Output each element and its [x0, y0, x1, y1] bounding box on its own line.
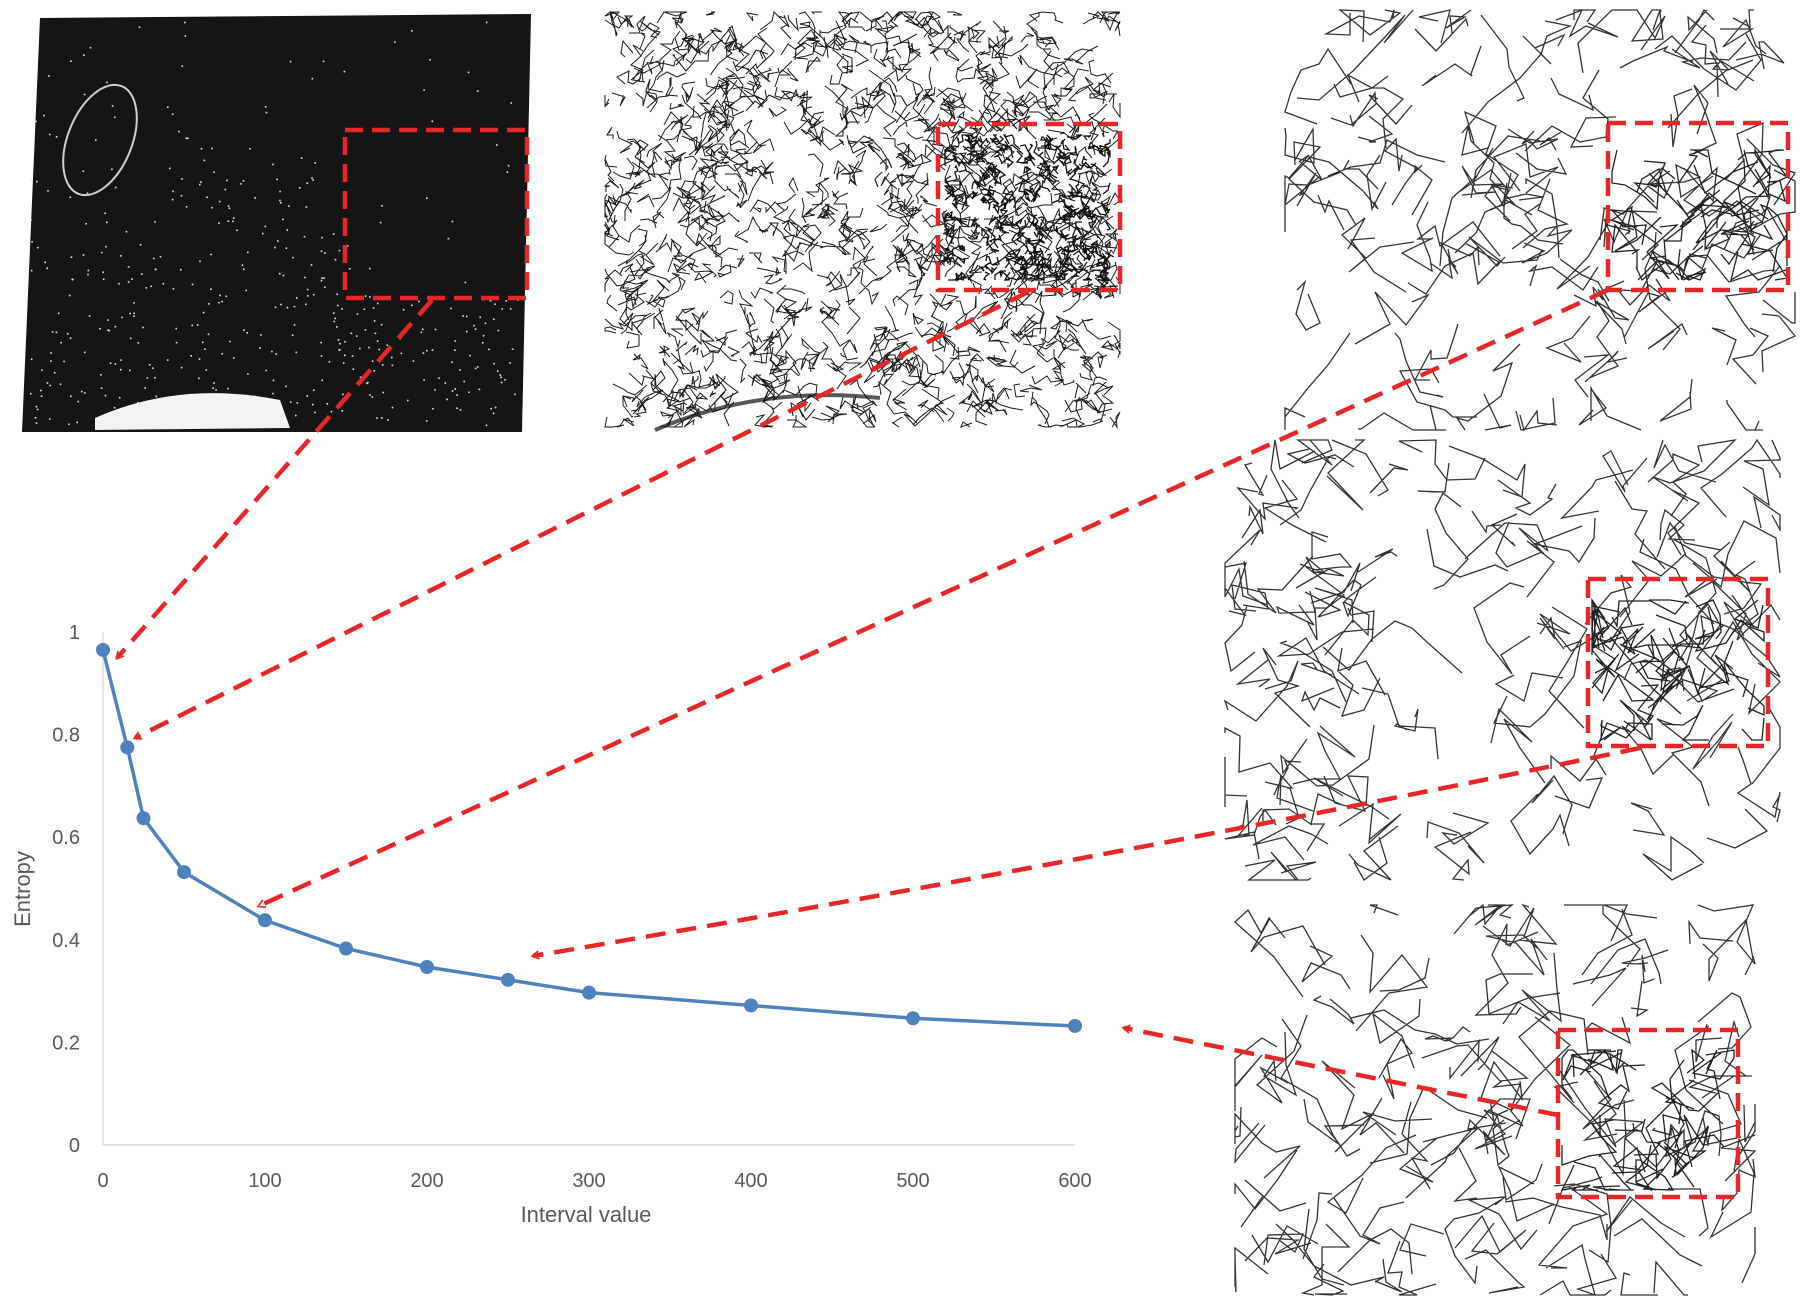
highlight-box-4	[1585, 576, 1771, 749]
entropy-line-chart: 0 0.2 0.4 0.6 0.8 1 0 100 200 300 400 500 600 Inter…	[10, 622, 1092, 1227]
lamp-outline	[62, 83, 138, 197]
data-point	[744, 998, 758, 1013]
data-point	[120, 740, 135, 755]
x-tick-label: 400	[734, 1170, 767, 1192]
sparse-trajectory-panel-1	[1284, 8, 1797, 432]
data-point	[501, 972, 515, 987]
y-tick-label: 0.6	[52, 827, 80, 849]
entropy-series-line	[101, 649, 1076, 1028]
highlight-box-1	[342, 127, 530, 301]
y-tick-label: 1	[69, 622, 80, 644]
data-point	[1068, 1018, 1082, 1033]
sparse-trajectory-panel-3	[1234, 903, 1757, 1297]
arrow-dense-to-point	[115, 298, 434, 660]
x-tick-label: 500	[896, 1170, 929, 1192]
x-tick-label: 100	[248, 1170, 281, 1192]
x-axis-label: Interval value	[521, 1202, 652, 1227]
dense-point-cloud-panel	[22, 14, 531, 432]
trajectory-texture	[603, 11, 1121, 429]
data-point	[258, 913, 272, 928]
x-tick-label: 600	[1058, 1170, 1091, 1192]
data-point	[177, 865, 191, 880]
y-tick-label: 0.2	[52, 1032, 80, 1054]
data-point	[339, 941, 353, 956]
sparse-trajectory-panel-2	[1223, 438, 1781, 881]
arrow-sparse3-to-point	[1121, 1024, 1559, 1118]
highlight-box-2	[935, 121, 1123, 293]
y-axis-label: Entropy	[10, 851, 35, 927]
trajectory-texture	[1284, 8, 1797, 432]
data-point	[136, 811, 151, 826]
x-tick-label: 200	[410, 1170, 443, 1192]
data-point	[906, 1011, 920, 1026]
y-tick-label: 0	[69, 1135, 80, 1157]
y-tick-label: 0.4	[52, 930, 80, 952]
trajectory-texture	[1223, 438, 1781, 881]
annotation-arrows	[115, 287, 1641, 1118]
x-tick-labels: 0 100 200 300 400 500 600	[97, 1170, 1091, 1192]
wheel-arch	[95, 393, 290, 430]
x-tick-label: 0	[97, 1170, 108, 1192]
highlight-box-3	[1605, 120, 1791, 293]
data-point	[420, 959, 434, 974]
entropy-series-points	[96, 642, 1082, 1033]
x-tick-label: 300	[572, 1170, 605, 1192]
data-point	[582, 985, 596, 1000]
y-tick-label: 0.8	[52, 725, 80, 747]
trajectory-texture	[1234, 903, 1757, 1297]
arrow-sparse2-to-point	[530, 745, 1641, 960]
medium-trajectory-panel	[598, 8, 1125, 436]
y-tick-labels: 0 0.2 0.4 0.6 0.8 1	[52, 622, 80, 1157]
data-point	[96, 642, 110, 657]
arrow-medium-to-point	[132, 289, 1030, 741]
